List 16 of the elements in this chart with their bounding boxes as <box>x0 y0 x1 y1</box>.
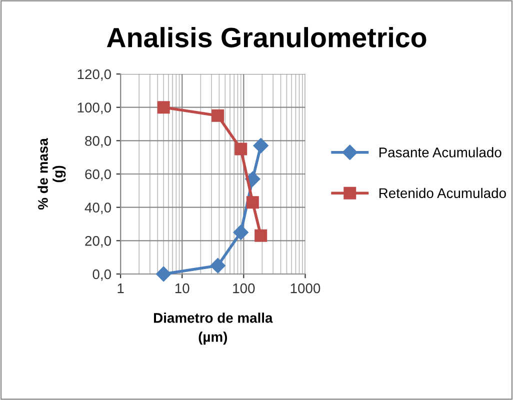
y-tick-label: 80,0 <box>85 136 111 148</box>
y-axis-title: % de masa (g) <box>38 138 66 210</box>
y-tick-label: 100,0 <box>78 102 111 114</box>
y-tick-label: 60,0 <box>85 169 111 181</box>
x-tick-label: 1 <box>118 284 124 294</box>
y-tick-label: 20,0 <box>85 236 111 248</box>
x-axis-title: Diametro de malla (µm) <box>154 312 273 345</box>
chart-title: Analisis Granulometrico <box>106 27 426 48</box>
legend-label: Pasante Acumulado <box>379 147 502 158</box>
y-tick-label: 0,0 <box>92 269 111 281</box>
y-tick-label: 40,0 <box>84 202 111 214</box>
x-tick-label: 1000 <box>290 283 320 294</box>
x-tick-label: 100 <box>233 283 255 294</box>
legend-label: Retenido Acumulado <box>379 188 506 198</box>
x-tick-label: 10 <box>175 283 190 294</box>
y-tick-label: 120,0 <box>78 69 111 81</box>
